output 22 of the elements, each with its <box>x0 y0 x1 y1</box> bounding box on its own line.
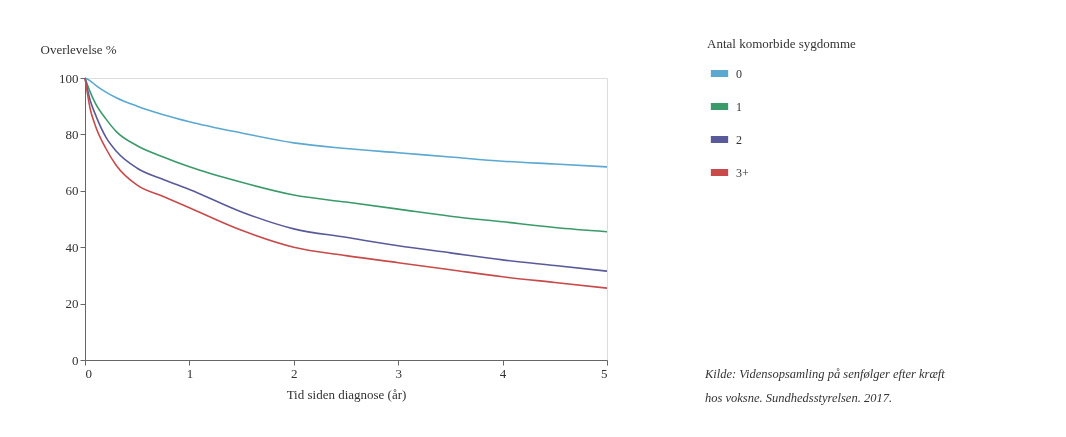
x-tick-label: 1 <box>186 365 194 381</box>
y-tick-label: 100 <box>59 70 79 86</box>
y-tick-label: 60 <box>65 183 79 199</box>
legend-label: 1 <box>736 99 742 114</box>
line-series <box>84 77 608 233</box>
x-tick-label: 4 <box>499 365 507 381</box>
y-axis-title: Overlevelse % <box>40 41 117 57</box>
text: Kilde: Vidensopsamling på senfølger efter kræft hos voksne. Sundhedsstyrelsen. 2017. <box>704 367 946 405</box>
x-axis-title: Tid siden diagnose (år) <box>286 386 407 402</box>
legend-label: 3+ <box>736 165 749 180</box>
y-tick-label: 0 <box>72 352 79 368</box>
y-tick-label: 20 <box>65 296 79 312</box>
x-tick-label: 2 <box>291 365 298 381</box>
y-tick-label: 80 <box>65 126 79 142</box>
legend-label: 2 <box>736 132 742 147</box>
x-tick-label: 0 <box>85 365 92 381</box>
legend-label: 0 <box>736 66 742 81</box>
x-tick-label: 5 <box>601 365 608 381</box>
legend-title: Antal komorbide sygdomme <box>707 36 856 51</box>
y-tick-label: 40 <box>65 239 79 255</box>
x-tick-label: 3 <box>395 365 402 381</box>
line-series <box>84 77 608 168</box>
